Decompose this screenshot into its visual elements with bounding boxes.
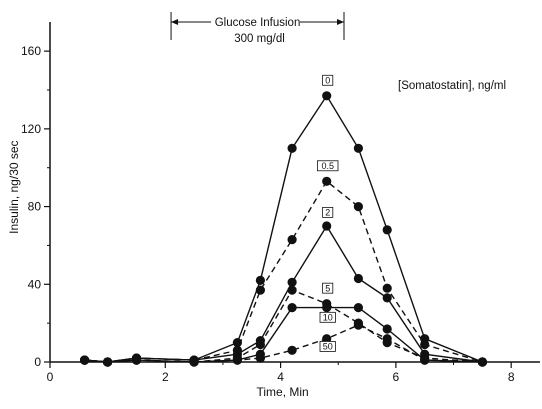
series-label-10: 10: [323, 313, 333, 323]
series-label-0: 0: [325, 75, 330, 85]
series-label-5: 5: [325, 283, 330, 293]
data-point-0-5-8: [353, 202, 363, 212]
infusion-arrow-right: [337, 19, 344, 25]
data-point-10-9: [382, 324, 392, 334]
series-line-50: [84, 324, 483, 363]
data-point-0-8: [353, 143, 363, 153]
x-tick-label: 6: [393, 370, 400, 384]
data-point-0-5-10: [420, 339, 430, 350]
data-point-0-6: [287, 143, 297, 153]
series-line-5: [84, 289, 483, 363]
x-tick-label: 0: [47, 370, 54, 384]
data-point-2-7: [322, 221, 332, 231]
y-tick-label: 120: [21, 122, 41, 136]
data-point-5-6: [287, 285, 297, 295]
data-point-10-8: [353, 303, 363, 313]
data-point-50-6: [287, 345, 297, 355]
y-tick-label: 40: [28, 277, 42, 291]
series-line-0: [84, 94, 483, 363]
series-label-box-5: [322, 282, 334, 294]
data-point-50-7: [322, 334, 332, 344]
y-axis-title: Insulin, ng/30 sec: [7, 140, 21, 233]
data-point-2-6: [287, 277, 297, 287]
data-point-0-5-7: [322, 176, 332, 186]
data-point-50-3: [189, 357, 199, 367]
data-point-50-10: [420, 355, 430, 365]
series-label-50: 50: [323, 342, 333, 352]
data-point-2-9: [382, 293, 392, 303]
series-label-box-2: [322, 206, 334, 218]
data-point-50-4: [232, 355, 242, 365]
data-point-0-5-5: [255, 285, 265, 295]
series-line-0-5: [84, 180, 483, 363]
data-point-50-2: [131, 355, 142, 365]
data-point-50-1: [103, 357, 113, 367]
x-tick-label: 2: [162, 370, 169, 384]
data-point-50-0: [80, 355, 90, 365]
series-line-2: [84, 224, 483, 363]
data-point-0-5: [255, 275, 265, 285]
infusion-arrow-left: [171, 19, 179, 25]
data-point-50-9: [382, 334, 392, 344]
data-point-0-7: [322, 91, 332, 101]
x-tick-label: 4: [277, 370, 284, 384]
y-tick-label: 80: [28, 200, 42, 214]
series-label-2: 2: [325, 208, 330, 218]
y-tick-label: 160: [21, 44, 41, 58]
series-line-10: [84, 306, 483, 363]
data-point-50-8: [353, 320, 363, 330]
data-point-0-5-6: [287, 235, 297, 245]
y-tick-label: 0: [34, 355, 41, 369]
data-point-2-8: [353, 273, 363, 284]
data-point-10-6: [287, 303, 297, 313]
series-label-0-5: 0.5: [321, 161, 334, 171]
series-label-box-10: [319, 311, 336, 323]
series-label-box-0-5: [317, 160, 339, 172]
data-point-50-11: [477, 357, 487, 367]
infusion-concentration: 300 mg/dl: [234, 33, 285, 45]
x-axis-title: Time, Min: [256, 385, 308, 399]
series-label-box-0: [322, 74, 334, 86]
infusion-label: Glucose Infusion: [215, 17, 301, 29]
data-point-0-5-9: [382, 283, 392, 293]
data-point-0-9: [382, 225, 392, 235]
legend-title: [Somatostatin], ng/ml: [398, 80, 506, 92]
series-label-box-50: [319, 341, 336, 352]
data-point-10-7: [322, 303, 332, 313]
data-point-50-5: [255, 353, 265, 363]
x-tick-label: 8: [508, 370, 515, 384]
data-point-5-5: [255, 339, 265, 350]
